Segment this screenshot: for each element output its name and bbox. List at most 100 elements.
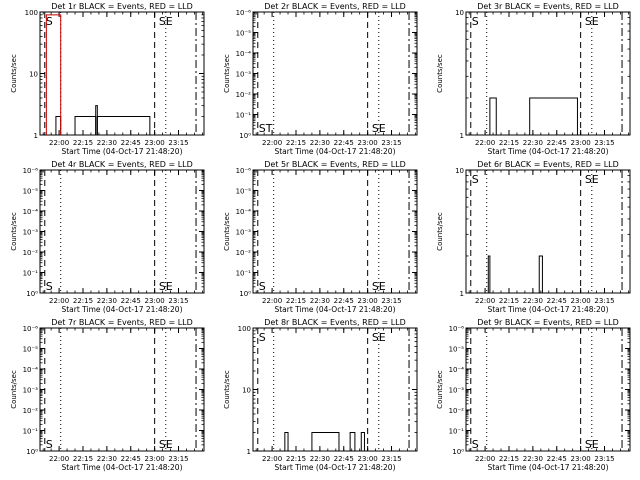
- x-tick-label: 22:15: [73, 139, 93, 147]
- x-tick-label: 23:00: [571, 297, 591, 305]
- x-tick-label: 23:15: [594, 297, 614, 305]
- panel-title: Det 4r BLACK = Events, RED = LLD: [51, 160, 193, 169]
- y-tick-label: 10⁻³: [236, 71, 252, 79]
- series-segment: [96, 115, 151, 135]
- y-tick-label: 10⁻⁴: [236, 50, 252, 58]
- y-tick-label: 1: [247, 448, 251, 456]
- x-tick-label: 23:00: [571, 455, 591, 463]
- y-tick-label: 10⁻¹: [449, 428, 465, 436]
- y-tick-label: 10⁻²: [236, 91, 252, 99]
- y-tick-label: 10⁻³: [23, 229, 39, 237]
- x-tick-label: 22:45: [121, 455, 141, 463]
- x-tick-label: 22:15: [499, 297, 519, 305]
- y-axis-label: Counts/sec: [436, 54, 444, 93]
- y-tick-label: 10⁻⁴: [236, 208, 252, 216]
- panel-title: Det 2r BLACK = Events, RED = LLD: [264, 2, 406, 11]
- y-tick-label: 10⁻¹: [23, 428, 39, 436]
- marker-label-se: SE: [372, 331, 386, 344]
- x-tick-label: 22:30: [523, 455, 543, 463]
- x-tick-label: 22:00: [475, 297, 495, 305]
- marker-label-se: SE: [372, 280, 386, 293]
- x-tick-label: 22:30: [97, 139, 117, 147]
- x-axis-label: Start Time (04-Oct-17 21:48:20): [61, 147, 182, 156]
- y-tick-label: 10⁻²: [23, 407, 39, 415]
- series-segment: [311, 431, 340, 451]
- x-tick-label: 23:00: [358, 297, 378, 305]
- x-tick-label: 22:00: [475, 455, 495, 463]
- y-tick-label: 10: [455, 167, 464, 175]
- x-tick-label: 22:00: [262, 139, 282, 147]
- x-tick-label: 22:00: [49, 297, 69, 305]
- y-axis-label: Counts/sec: [436, 370, 444, 409]
- marker-label-se: SE: [159, 438, 173, 451]
- x-axis-label: Start Time (04-Oct-17 21:48:20): [61, 305, 182, 314]
- marker-label-s: S: [46, 280, 53, 293]
- x-axis-label: Start Time (04-Oct-17 21:48:20): [487, 305, 608, 314]
- x-axis-label: Start Time (04-Oct-17 21:48:20): [61, 463, 182, 472]
- y-tick-label: 10⁰: [239, 132, 251, 140]
- x-tick-label: 22:30: [310, 139, 330, 147]
- x-tick-label: 23:00: [145, 297, 165, 305]
- x-tick-label: 23:00: [358, 455, 378, 463]
- y-axis-label: Counts/sec: [10, 370, 18, 409]
- marker-label-se: SE: [159, 280, 173, 293]
- x-axis-label: Start Time (04-Oct-17 21:48:20): [487, 147, 608, 156]
- panel-det-9r: Det 9r BLACK = Events, RED = LLD 10⁰ 10⁻¹ 1…: [436, 318, 631, 472]
- y-tick-label: 10⁰: [452, 448, 464, 456]
- y-tick-label: 10⁻¹: [236, 270, 252, 278]
- x-tick-label: 22:00: [49, 139, 69, 147]
- panel-det-8r: Det 8r BLACK = Events, RED = LLD 1 10 100 22…: [223, 318, 418, 472]
- plot-frame: [465, 169, 631, 294]
- y-tick-label: 10⁻³: [236, 229, 252, 237]
- x-tick-label: 22:45: [547, 455, 567, 463]
- x-axis-label: Start Time (04-Oct-17 21:48:20): [274, 463, 395, 472]
- x-tick-label: 23:15: [168, 297, 188, 305]
- y-axis-label: Counts/sec: [10, 54, 18, 93]
- x-tick-label: 22:30: [523, 139, 543, 147]
- x-axis-label: Start Time (04-Oct-17 21:48:20): [274, 147, 395, 156]
- x-tick-label: 23:15: [594, 455, 614, 463]
- series-segment: [45, 14, 62, 135]
- x-tick-label: 22:00: [262, 455, 282, 463]
- x-tick-label: 22:15: [499, 139, 519, 147]
- series-segment: [529, 97, 578, 135]
- y-tick-label: 10⁻⁶: [23, 167, 39, 175]
- x-tick-label: 23:00: [358, 139, 378, 147]
- y-tick-label: 10: [29, 71, 38, 79]
- y-tick-label: 10⁻⁵: [23, 188, 39, 196]
- x-tick-label: 22:30: [310, 455, 330, 463]
- y-tick-label: 10⁻⁶: [23, 325, 39, 333]
- series-segment: [55, 115, 62, 135]
- x-tick-label: 23:15: [381, 297, 401, 305]
- y-tick-label: 1: [460, 132, 464, 140]
- marker-label-s: S: [259, 280, 266, 293]
- marker-label-se: SE: [372, 122, 386, 135]
- y-axis-label: Counts/sec: [223, 370, 231, 409]
- marker-label-s: S: [46, 15, 53, 28]
- x-tick-label: 22:15: [499, 455, 519, 463]
- x-tick-label: 22:15: [286, 297, 306, 305]
- y-tick-label: 10⁻²: [449, 407, 465, 415]
- y-axis-label: Counts/sec: [223, 212, 231, 251]
- x-tick-label: 23:15: [168, 455, 188, 463]
- plot-frame: [39, 327, 205, 452]
- y-tick-label: 10⁻¹: [23, 270, 39, 278]
- y-tick-label: 1: [460, 290, 464, 298]
- y-tick-label: 10⁻⁶: [236, 167, 252, 175]
- marker-label-s: S: [472, 15, 479, 28]
- series-segment: [487, 255, 491, 293]
- marker-label-st: ST: [259, 122, 273, 135]
- x-tick-label: 22:45: [547, 297, 567, 305]
- panel-det-1r: Det 1r BLACK = Events, RED = LLD 1 10 100 22…: [10, 2, 205, 156]
- panel-title: Det 8r BLACK = Events, RED = LLD: [264, 318, 406, 327]
- x-tick-label: 23:15: [381, 139, 401, 147]
- x-tick-label: 22:15: [73, 455, 93, 463]
- x-tick-label: 22:45: [334, 297, 354, 305]
- y-tick-label: 10⁰: [239, 290, 251, 298]
- plot-frame: [39, 169, 205, 294]
- panel-title: Det 5r BLACK = Events, RED = LLD: [264, 160, 406, 169]
- x-axis-label: Start Time (04-Oct-17 21:48:20): [487, 463, 608, 472]
- x-tick-label: 22:45: [121, 139, 141, 147]
- x-tick-label: 22:45: [334, 455, 354, 463]
- marker-label-se: SE: [585, 173, 599, 186]
